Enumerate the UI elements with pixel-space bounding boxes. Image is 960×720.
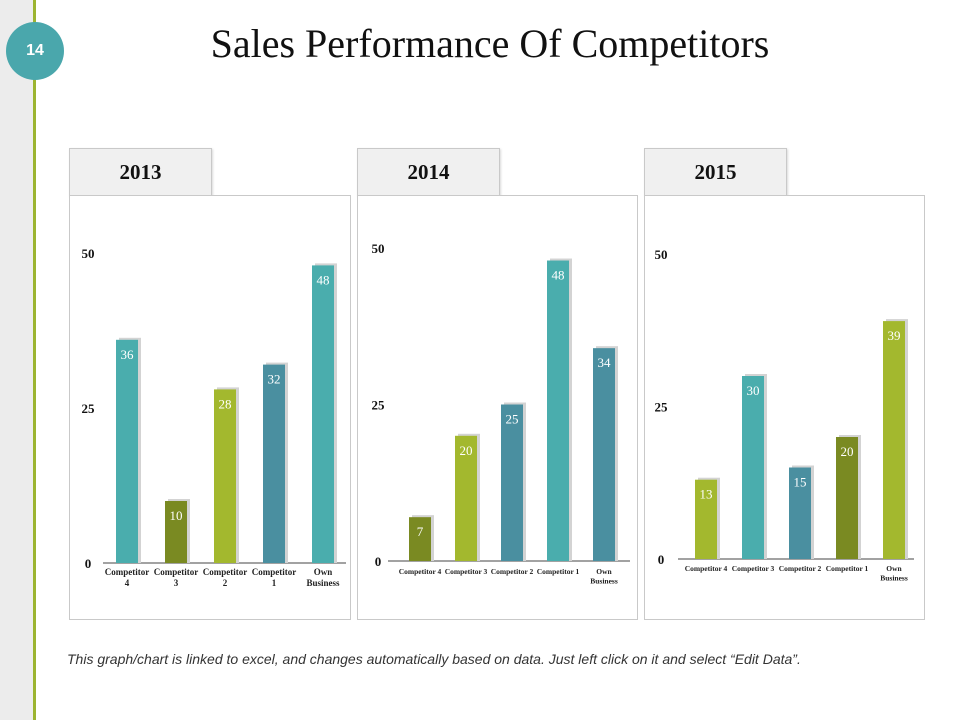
data-label: 15: [794, 475, 807, 490]
chart-box[interactable]: 0 25 50 36 Competitor 4 10 Competitor 3 28 Competi…: [69, 195, 351, 620]
chart-box[interactable]: 0 25 50 13 Competitor 4 30 Competitor 3 15 Compe…: [644, 195, 925, 620]
data-label: 10: [170, 508, 183, 523]
bar[interactable]: [455, 435, 477, 561]
category-label: Competitor 3: [154, 567, 199, 588]
side-band: [0, 0, 33, 720]
y-tick-label: 25: [82, 401, 96, 416]
y-tick-label: 0: [658, 552, 665, 567]
y-tick-label: 50: [655, 247, 668, 262]
footer-note: This graph/chart is linked to excel, and…: [67, 651, 801, 667]
data-label: 48: [317, 272, 330, 287]
category-label: Own Business: [590, 567, 618, 586]
bar[interactable]: [501, 404, 523, 562]
category-label: Competitor 1: [537, 567, 580, 576]
category-label: Competitor 3: [445, 567, 488, 576]
data-label: 36: [121, 347, 135, 362]
category-label: Own Business: [880, 564, 908, 583]
data-label: 20: [841, 444, 854, 459]
year-tab: 2014: [357, 148, 500, 196]
bar[interactable]: [742, 376, 764, 559]
data-label: 25: [506, 412, 519, 427]
year-tab: 2013: [69, 148, 212, 196]
category-label: Competitor 2: [779, 564, 822, 573]
category-label: Competitor 3: [732, 564, 775, 573]
category-label: Competitor 2: [203, 567, 248, 588]
bar-chart: 0 25 50 13 Competitor 4 30 Competitor 3 15 Compe…: [655, 247, 914, 583]
slide-number-badge: 14: [6, 22, 64, 80]
y-tick-label: 25: [655, 400, 669, 415]
bar[interactable]: [165, 501, 187, 563]
bar[interactable]: [789, 467, 811, 560]
category-label: Competitor 4: [685, 564, 728, 573]
y-tick-label: 0: [375, 554, 382, 569]
category-label: Competitor 4: [399, 567, 442, 576]
bar[interactable]: [593, 348, 615, 561]
y-tick-label: 0: [85, 556, 92, 571]
bar[interactable]: [263, 364, 285, 563]
data-label: 28: [219, 396, 232, 411]
data-label: 20: [460, 443, 473, 458]
chart-box[interactable]: 0 25 50 7 Competitor 4 20 Competitor 3 25 Compet…: [357, 195, 638, 620]
data-label: 32: [268, 372, 281, 387]
side-accent-line: [33, 0, 36, 720]
y-tick-label: 50: [82, 246, 95, 261]
data-label: 34: [598, 355, 612, 370]
bar-chart: 0 25 50 36 Competitor 4 10 Competitor 3 28 Competi…: [82, 246, 346, 588]
data-label: 48: [552, 268, 565, 283]
bar[interactable]: [547, 260, 569, 561]
category-label: Competitor 4: [105, 567, 150, 588]
category-label: Competitor 1: [252, 567, 297, 588]
data-label: 39: [888, 328, 901, 343]
bar[interactable]: [312, 265, 334, 563]
bar[interactable]: [836, 437, 858, 559]
bar-chart: 0 25 50 7 Competitor 4 20 Competitor 3 25 Compet…: [372, 241, 630, 586]
bar[interactable]: [409, 517, 431, 561]
category-label: Own Business: [306, 567, 340, 588]
data-label: 13: [700, 487, 713, 502]
category-label: Competitor 2: [491, 567, 534, 576]
bar[interactable]: [695, 479, 717, 559]
y-tick-label: 25: [372, 398, 386, 413]
category-label: Competitor 1: [826, 564, 869, 573]
year-tab: 2015: [644, 148, 787, 196]
data-label: 30: [747, 383, 760, 398]
y-tick-label: 50: [372, 241, 385, 256]
page-title: Sales Performance Of Competitors: [210, 21, 770, 66]
data-label: 7: [417, 524, 424, 539]
bar[interactable]: [116, 339, 138, 563]
bar[interactable]: [214, 389, 236, 563]
bar[interactable]: [883, 321, 905, 559]
